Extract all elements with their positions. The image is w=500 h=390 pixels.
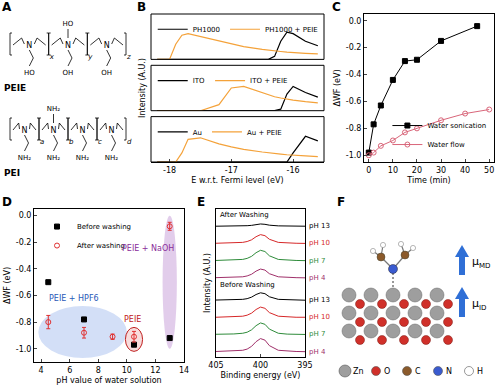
- html-text:F: F: [337, 195, 346, 209]
- svg-text:N: N: [65, 41, 71, 50]
- svg-text:y: y: [87, 53, 93, 61]
- svg-text:O: O: [384, 367, 390, 376]
- svg-text:ΔWF (eV): ΔWF (eV): [3, 267, 12, 304]
- svg-text:N: N: [104, 41, 110, 50]
- svg-text:20: 20: [412, 166, 422, 175]
- svg-text:400: 400: [253, 361, 268, 370]
- svg-text:μMD: μMD: [472, 255, 490, 270]
- svg-text:Before Washing: Before Washing: [220, 281, 275, 289]
- svg-text:10: 10: [388, 166, 398, 175]
- svg-text:PEI: PEI: [4, 168, 20, 178]
- html-text:A: A: [2, 0, 12, 14]
- svg-text:NH₂: NH₂: [47, 105, 61, 113]
- svg-text:H: H: [477, 367, 483, 376]
- svg-text:pH 10: pH 10: [309, 313, 330, 321]
- svg-text:ΔWF (eV): ΔWF (eV): [333, 69, 342, 106]
- html-text:B: B: [137, 0, 147, 14]
- svg-text:PEIE: PEIE: [4, 83, 26, 93]
- svg-text:8: 8: [96, 366, 101, 375]
- svg-text:After Washing: After Washing: [220, 211, 269, 219]
- svg-text:-1.0: -1.0: [346, 151, 362, 160]
- svg-text:NH₂: NH₂: [18, 154, 32, 162]
- svg-text:ITO: ITO: [193, 77, 205, 85]
- svg-text:-0.6: -0.6: [16, 291, 32, 300]
- svg-text:NH₂: NH₂: [47, 154, 61, 162]
- svg-text:HO: HO: [24, 69, 35, 77]
- svg-text:HO: HO: [63, 20, 74, 28]
- svg-text:0: 0: [366, 166, 371, 175]
- svg-text:pH 13: pH 13: [309, 296, 330, 304]
- svg-text:N: N: [109, 126, 115, 135]
- svg-text:0.0: 0.0: [349, 17, 362, 26]
- svg-text:pH value of water solution: pH value of water solution: [56, 376, 161, 385]
- svg-text:Before washing: Before washing: [77, 223, 131, 231]
- svg-text:pH 4: pH 4: [309, 348, 326, 356]
- svg-text:0.0: 0.0: [19, 211, 32, 220]
- svg-text:-0.8: -0.8: [346, 124, 362, 133]
- svg-text:pH 13: pH 13: [309, 222, 330, 230]
- html-text:C: C: [332, 0, 341, 14]
- svg-text:Intensity (A.U.): Intensity (A.U.): [203, 253, 212, 313]
- svg-text:Intensity (A.U.): Intensity (A.U.): [138, 58, 147, 118]
- svg-text:E w.r.t. Fermi level (eV): E w.r.t. Fermi level (eV): [191, 176, 283, 185]
- html-text:E: E: [197, 195, 206, 209]
- svg-text:Water flow: Water flow: [427, 141, 465, 149]
- html-text:D: D: [2, 195, 12, 209]
- svg-text:N: N: [26, 41, 32, 50]
- svg-text:-17: -17: [225, 166, 238, 175]
- svg-text:ITO + PEIE: ITO + PEIE: [250, 77, 287, 85]
- svg-text:-0.4: -0.4: [346, 70, 362, 79]
- svg-text:After washing: After washing: [77, 242, 125, 250]
- svg-text:d: d: [127, 138, 132, 146]
- svg-text:10: 10: [122, 366, 132, 375]
- svg-text:12: 12: [150, 366, 160, 375]
- svg-text:395: 395: [297, 361, 312, 370]
- svg-text:Au: Au: [193, 129, 202, 137]
- svg-text:N: N: [80, 126, 86, 135]
- svg-text:-0.6: -0.6: [346, 97, 362, 106]
- svg-text:N: N: [446, 367, 452, 376]
- svg-text:Au + PEIE: Au + PEIE: [247, 129, 282, 137]
- svg-text:4: 4: [39, 366, 44, 375]
- svg-text:Zn: Zn: [353, 367, 364, 376]
- svg-text:50: 50: [484, 166, 494, 175]
- svg-text:C: C: [415, 367, 421, 376]
- svg-text:c: c: [98, 138, 102, 146]
- svg-text:Time (min): Time (min): [406, 176, 450, 185]
- svg-text:-0.8: -0.8: [16, 318, 32, 327]
- svg-text:-16: -16: [287, 166, 300, 175]
- svg-text:pH 7: pH 7: [309, 257, 325, 265]
- svg-text:OH: OH: [63, 69, 74, 77]
- svg-text:-0.2: -0.2: [16, 238, 32, 247]
- svg-text:-1.0: -1.0: [16, 345, 32, 354]
- svg-text:PEIE + NaOH: PEIE + NaOH: [122, 244, 174, 253]
- svg-text:PH1000 + PEIE: PH1000 + PEIE: [265, 26, 318, 34]
- svg-text:PEIE: PEIE: [124, 315, 141, 324]
- svg-text:pH 4: pH 4: [309, 274, 326, 282]
- svg-text:Water sonication: Water sonication: [427, 122, 486, 130]
- svg-text:OH: OH: [101, 69, 112, 77]
- svg-text:x: x: [49, 53, 55, 61]
- svg-text:a: a: [40, 138, 44, 146]
- svg-text:14: 14: [179, 366, 189, 375]
- svg-text:30: 30: [436, 166, 446, 175]
- svg-text:PEIE + HPF6: PEIE + HPF6: [49, 294, 99, 303]
- svg-text:z: z: [126, 53, 131, 61]
- svg-text:-0.2: -0.2: [346, 43, 362, 52]
- svg-text:-0.4: -0.4: [16, 265, 32, 274]
- svg-text:pH 7: pH 7: [309, 330, 325, 338]
- svg-text:b: b: [69, 138, 74, 146]
- svg-text:μID: μID: [472, 297, 486, 312]
- svg-text:NH₂: NH₂: [105, 154, 119, 162]
- svg-text:Binding energy (eV): Binding energy (eV): [221, 371, 301, 380]
- svg-text:PH1000: PH1000: [193, 26, 220, 34]
- svg-text:6: 6: [67, 366, 72, 375]
- svg-text:N: N: [22, 126, 28, 135]
- svg-text:pH 10: pH 10: [309, 239, 330, 247]
- svg-text:40: 40: [460, 166, 470, 175]
- svg-text:-18: -18: [163, 166, 176, 175]
- svg-text:N: N: [51, 126, 57, 135]
- svg-text:NH₂: NH₂: [76, 154, 90, 162]
- svg-text:405: 405: [208, 361, 223, 370]
